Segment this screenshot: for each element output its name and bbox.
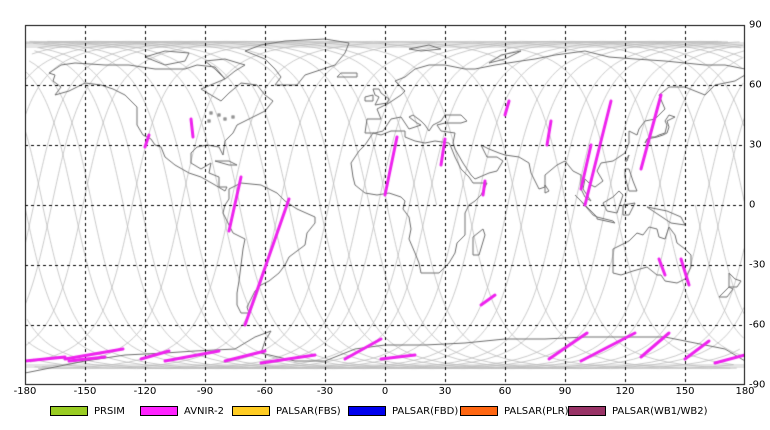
legend-item: PALSAR(FBS) bbox=[232, 404, 341, 418]
legend-swatch bbox=[348, 406, 386, 416]
latitude-tick-label: -60 bbox=[749, 319, 766, 331]
latitude-tick-label: -30 bbox=[749, 259, 766, 271]
latitude-tick-label: 90 bbox=[749, 19, 762, 31]
legend-item: PALSAR(FBD) bbox=[348, 404, 458, 418]
legend-label: AVNIR-2 bbox=[184, 405, 224, 417]
legend-swatch bbox=[460, 406, 498, 416]
legend-label: PALSAR(FBS) bbox=[276, 405, 341, 417]
longitude-tick-label: -90 bbox=[196, 386, 214, 397]
latitude-tick-label: -90 bbox=[749, 379, 766, 391]
legend: PRSIM AVNIR-2 PALSAR(FBS) PALSAR(FBD) PALSAR… bbox=[0, 404, 770, 420]
longitude-tick-label: -120 bbox=[133, 386, 157, 397]
longitude-tick-label: 30 bbox=[438, 386, 452, 397]
legend-label: PALSAR(FBD) bbox=[392, 405, 459, 417]
longitude-tick-label: 120 bbox=[615, 386, 635, 397]
longitude-tick-label: 180 bbox=[735, 386, 755, 397]
legend-item: AVNIR-2 bbox=[140, 404, 224, 418]
longitude-tick-label: -180 bbox=[13, 386, 37, 397]
longitude-tick-label: -150 bbox=[73, 386, 97, 397]
legend-swatch bbox=[568, 406, 606, 416]
legend-swatch bbox=[140, 406, 178, 416]
latitude-tick-label: 0 bbox=[749, 199, 756, 211]
legend-label: PALSAR(PLR) bbox=[504, 405, 569, 417]
latitude-tick-label: 30 bbox=[749, 139, 762, 151]
legend-label: PRSIM bbox=[94, 405, 125, 417]
longitude-tick-label: 0 bbox=[381, 386, 389, 397]
legend-item: PRSIM bbox=[50, 404, 125, 418]
legend-swatch bbox=[232, 406, 270, 416]
longitude-tick-label: 150 bbox=[675, 386, 695, 397]
legend-swatch bbox=[50, 406, 88, 416]
legend-label: PALSAR(WB1/WB2) bbox=[612, 405, 708, 417]
longitude-tick-label: -60 bbox=[256, 386, 274, 397]
longitude-tick-label: 90 bbox=[558, 386, 572, 397]
legend-item: PALSAR(WB1/WB2) bbox=[568, 404, 708, 418]
latitude-tick-label: 60 bbox=[749, 79, 762, 91]
longitude-tick-label: 60 bbox=[498, 386, 512, 397]
legend-item: PALSAR(PLR) bbox=[460, 404, 568, 418]
longitude-tick-label: -30 bbox=[316, 386, 334, 397]
